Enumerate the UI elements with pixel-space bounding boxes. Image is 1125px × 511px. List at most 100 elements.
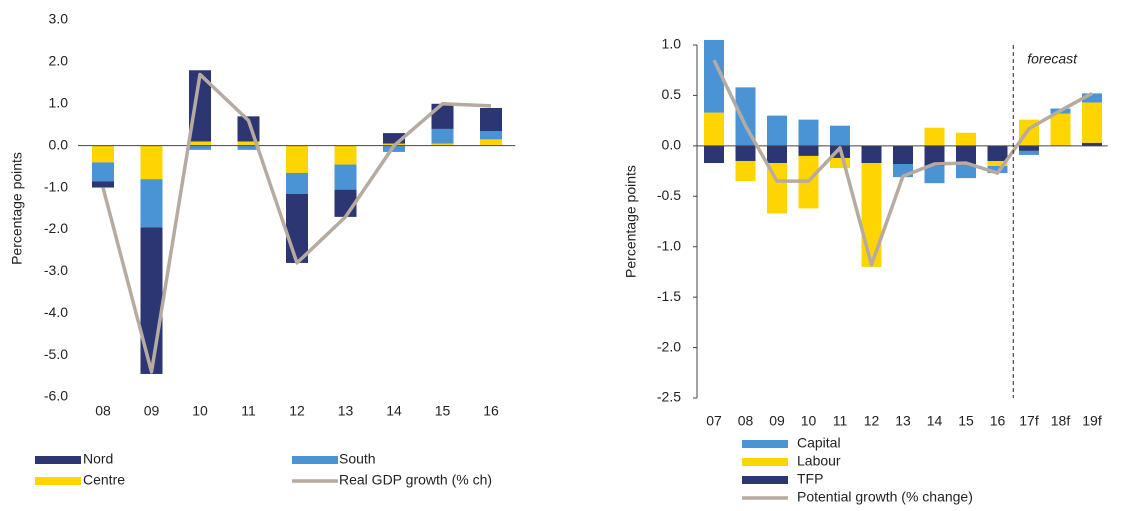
y-tick-label: 2.0	[49, 53, 69, 69]
bar-segment	[286, 145, 308, 173]
x-tick-label: 14	[927, 413, 943, 429]
bar-segment	[480, 131, 502, 140]
y-tick-label: 1.0	[49, 94, 69, 110]
bar-segment	[1082, 93, 1102, 103]
x-tick-label: 19f	[1082, 413, 1102, 429]
bar-segment	[237, 141, 260, 146]
bar-segment	[1082, 102, 1102, 143]
bar-segment	[956, 132, 976, 146]
y-tick-label: -6.0	[44, 388, 68, 404]
bar-segment	[987, 166, 1008, 174]
bar-segment	[334, 145, 357, 165]
y-axis-title: Percentage points	[9, 152, 25, 265]
x-tick-label: 13	[338, 403, 354, 419]
bar-segment	[334, 164, 357, 190]
y-tick-label: -1.0	[657, 237, 681, 253]
bar-segment	[956, 145, 976, 165]
bar-segment	[830, 125, 850, 146]
bar-segment	[987, 145, 1008, 161]
bar-segment	[431, 103, 454, 129]
legend-swatch	[292, 456, 338, 464]
bar-segment	[767, 115, 787, 146]
bar-segment	[893, 145, 913, 165]
legend-label: Capital	[797, 435, 841, 451]
legend-label: Potential growth (% change)	[797, 489, 973, 505]
bar-segment	[92, 181, 114, 188]
y-tick-label: 0.0	[662, 137, 682, 153]
bar-segment	[140, 145, 163, 180]
bar-segment	[431, 128, 454, 144]
bar-segment	[704, 112, 724, 146]
legend-swatch	[35, 477, 81, 485]
legend-label: Labour	[797, 453, 841, 469]
bar-segment	[286, 172, 308, 194]
bar-segment	[798, 119, 819, 146]
bar-segment	[189, 141, 211, 146]
y-tick-label: 3.0	[49, 11, 69, 27]
y-tick-label: -1.5	[657, 288, 681, 304]
bar-segment	[987, 160, 1008, 167]
x-tick-label: 13	[895, 413, 911, 429]
bar-segment	[956, 164, 976, 179]
bar-segment	[480, 139, 502, 146]
bar-segment	[140, 227, 163, 374]
x-tick-label: 10	[801, 413, 817, 429]
x-tick-label: 16	[990, 413, 1006, 429]
x-tick-label: 11	[833, 413, 848, 429]
bar-segment	[383, 133, 405, 144]
x-tick-label: 07	[706, 413, 722, 429]
bar-segment	[798, 145, 819, 156]
x-tick-label: 12	[289, 403, 305, 419]
x-tick-label: 09	[769, 413, 785, 429]
bar-segment	[735, 160, 756, 182]
bar-segment	[92, 162, 114, 182]
x-tick-label: 17f	[1019, 413, 1039, 429]
legend-label: TFP	[797, 471, 823, 487]
legend-swatch	[35, 456, 81, 464]
x-tick-label: 16	[483, 403, 499, 419]
y-tick-label: -4.0	[44, 304, 68, 320]
bar-segment	[480, 107, 502, 132]
y-axis-title: Percentage points	[623, 165, 639, 278]
legend-label: Nord	[83, 451, 113, 467]
y-tick-label: 0.0	[49, 136, 69, 152]
bar-segment	[704, 145, 724, 164]
y-tick-label: -3.0	[44, 262, 68, 278]
y-tick-label: 1.0	[662, 36, 682, 52]
x-tick-label: 08	[738, 413, 754, 429]
bar-segment	[140, 179, 163, 228]
line-series	[712, 59, 1093, 267]
legend-swatch	[742, 458, 788, 466]
x-tick-label: 08	[95, 403, 111, 419]
bar-segment	[92, 145, 114, 163]
bar-segment	[924, 145, 945, 167]
bar-segment	[704, 39, 724, 113]
bar-segment	[189, 145, 211, 150]
bar-segment	[383, 145, 405, 152]
bar-segment	[1082, 142, 1102, 146]
y-tick-label: -5.0	[44, 346, 68, 362]
x-tick-label: 10	[192, 403, 208, 419]
x-tick-label: 11	[241, 403, 256, 419]
legend-label: Real GDP growth (% ch)	[339, 472, 492, 488]
bar-segment	[189, 70, 211, 142]
x-tick-label: 14	[386, 403, 402, 419]
legend-label: Centre	[83, 472, 125, 488]
bar-segment	[861, 163, 882, 267]
bar-segment	[830, 157, 850, 169]
y-tick-label: 0.5	[662, 86, 682, 102]
line-series	[101, 72, 492, 374]
bar-segment	[237, 145, 260, 150]
legend-swatch	[742, 476, 788, 484]
x-tick-label: 09	[144, 403, 160, 419]
bar-segment	[924, 127, 945, 146]
y-tick-label: -2.5	[657, 389, 681, 405]
legend-label: South	[339, 451, 376, 467]
y-tick-label: -2.0	[44, 220, 68, 236]
bar-segment	[1050, 113, 1071, 146]
legend-swatch	[742, 440, 788, 448]
bar-segment	[767, 145, 787, 164]
bar-segment	[286, 193, 308, 263]
x-tick-label: 15	[958, 413, 974, 429]
